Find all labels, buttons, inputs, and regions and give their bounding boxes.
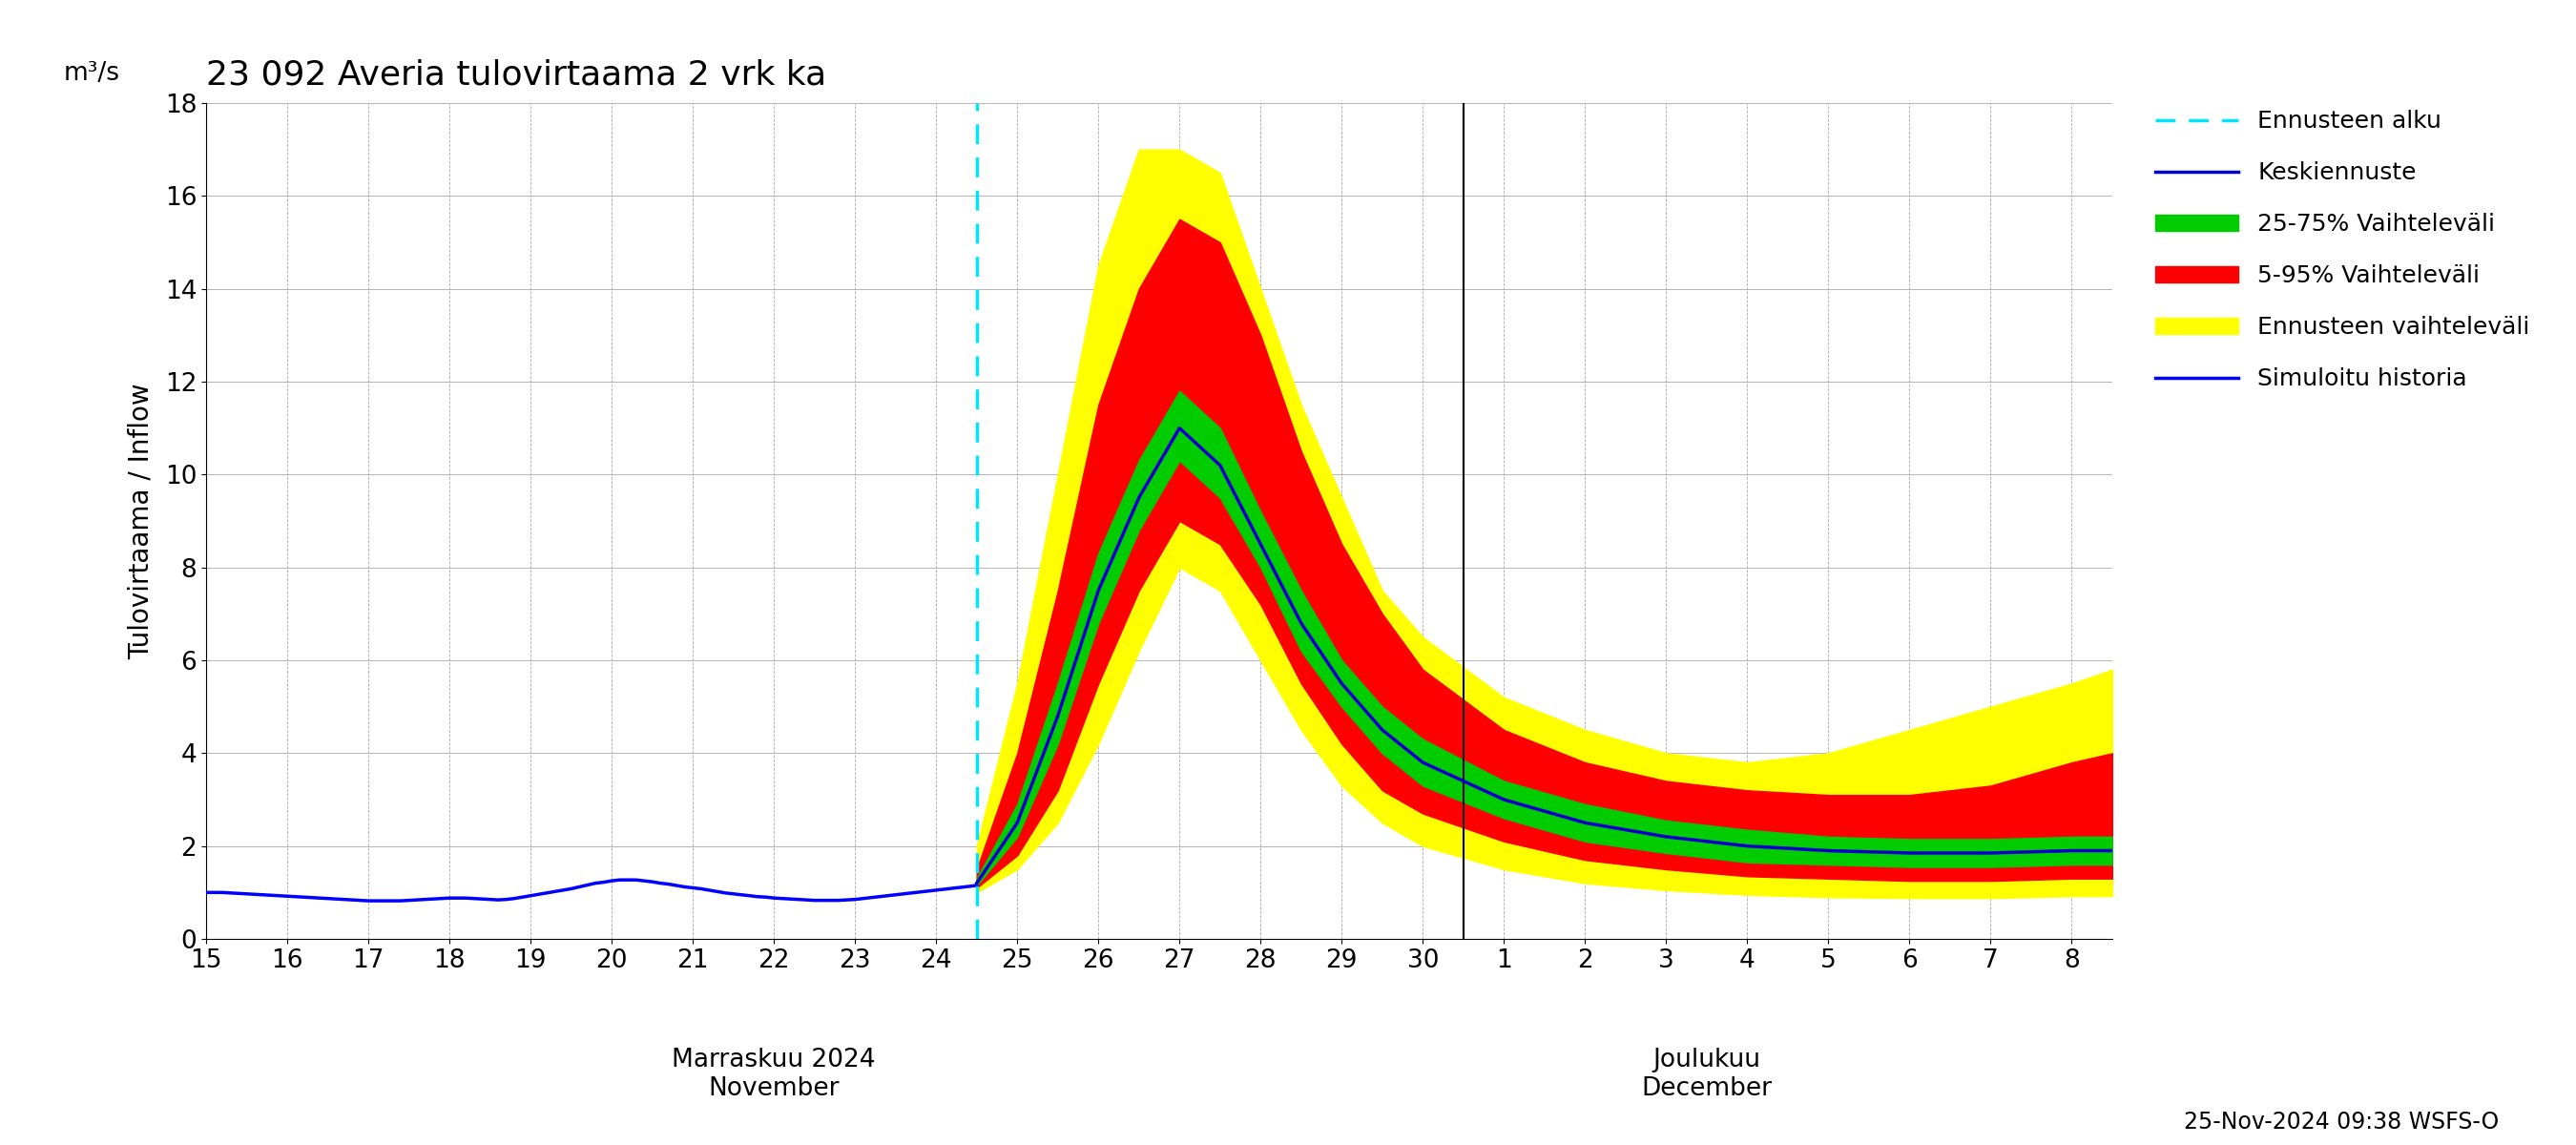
Text: 23 092 Averia tulovirtaama 2 vrk ka: 23 092 Averia tulovirtaama 2 vrk ka bbox=[206, 58, 827, 92]
Text: m³/s: m³/s bbox=[64, 62, 121, 86]
Legend: Ennusteen alku, Keskiennuste, 25-75% Vaihteleväli, 5-95% Vaihteleväli, Ennusteen: Ennusteen alku, Keskiennuste, 25-75% Vai… bbox=[2143, 98, 2543, 403]
Text: Joulukuu
December: Joulukuu December bbox=[1641, 1048, 1772, 1101]
Text: Marraskuu 2024
November: Marraskuu 2024 November bbox=[672, 1048, 876, 1101]
Y-axis label: Tulovirtaama / Inflow: Tulovirtaama / Inflow bbox=[129, 382, 155, 660]
Text: 25-Nov-2024 09:38 WSFS-O: 25-Nov-2024 09:38 WSFS-O bbox=[2184, 1111, 2499, 1134]
